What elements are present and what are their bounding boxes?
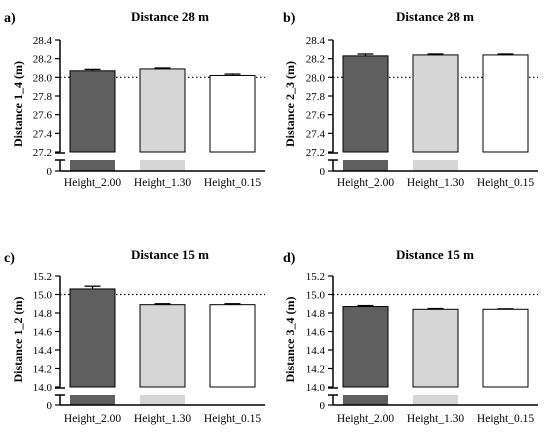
panel-label: c) [4,251,15,266]
x-category-label: Height_0.15 [477,413,534,425]
y-tick-label: 15.0 [33,290,53,302]
y-tick-label: 27.6 [33,110,53,122]
panel-label: a) [4,11,16,26]
x-category-label: Height_2.00 [337,177,394,189]
bar-base-Height_0.15 [483,395,528,405]
y-axis-label: Distance 2_3 (m) [283,61,297,147]
y-tick-label: 14.2 [306,364,325,376]
x-category-label: Height_0.15 [477,177,534,189]
bar-Height_0.15 [482,308,529,388]
x-category-label: Height_1.30 [134,177,191,189]
x-category-label: Height_0.15 [204,413,261,425]
bar-Height_1.30 [139,68,186,153]
y-tick-label: 28.4 [306,35,326,47]
y-tick-label: 14.4 [306,345,326,357]
x-category-label: Height_1.30 [134,413,191,425]
y-tick-label: 14.6 [306,327,326,339]
bar-base-Height_2.00 [70,160,115,171]
bar-Height_2.00 [342,55,389,153]
x-category-label: Height_2.00 [337,413,394,425]
y-tick-label: 27.8 [306,91,326,103]
x-category-label: Height_2.00 [64,177,121,189]
y-tick-label: 14.8 [306,308,326,320]
panel-label: d) [283,251,296,266]
y-tick-label: 27.8 [33,91,53,103]
bar-base-Height_1.30 [413,395,458,405]
chart-title: Distance 15 m [131,247,209,262]
y-tick-label: 27.4 [306,128,326,140]
y-tick-label: 14.6 [33,327,53,339]
y-tick-label: 28.4 [33,35,53,47]
y-tick-label: 28.0 [306,72,326,84]
chart-title: Distance 15 m [396,247,474,262]
y-tick-label: 27.6 [306,110,326,122]
bar-base-Height_2.00 [343,395,388,405]
bar-Height_1.30 [412,54,459,153]
chart-panel-2: b) Distance 28 m Distance 2_3 (m) 27.2 27.4 2… [283,9,538,189]
chart-panel-4: d) Distance 15 m Distance 3_4 (m) 14.0 14.2 1… [283,247,538,425]
x-category-label: Height_2.00 [64,413,121,425]
bar-base-Height_2.00 [343,160,388,171]
y-tick-label: 27.2 [33,147,52,159]
bar-base-Height_0.15 [210,395,255,405]
bar-base-Height_1.30 [140,160,185,171]
y-tick-label: 14.8 [33,308,53,320]
bar-Height_0.15 [482,54,529,153]
y-tick-label: 15.2 [306,271,325,283]
bar-Height_2.00 [342,306,389,388]
y-tick-label: 0 [320,400,326,412]
chart-title: Distance 28 m [131,9,209,24]
y-tick-label: 0 [47,400,53,412]
y-tick-label: 27.2 [306,147,325,159]
bar-Height_1.30 [412,308,459,388]
bar-base-Height_0.15 [483,160,528,171]
y-tick-label: 15.2 [33,271,52,283]
bar-Height_0.15 [209,304,256,388]
y-tick-label: 27.4 [33,128,53,140]
y-axis-label: Distance 1_4 (m) [11,61,25,147]
y-tick-label: 14.2 [33,364,52,376]
chart-title: Distance 28 m [396,9,474,24]
bar-base-Height_1.30 [140,395,185,405]
y-tick-label: 15.0 [306,290,326,302]
y-tick-label: 28.2 [33,54,52,66]
bar-base-Height_2.00 [70,395,115,405]
y-tick-label: 28.2 [306,54,325,66]
y-tick-label: 0 [47,166,53,178]
chart-panel-1: a) Distance 28 m Distance 1_4 (m) 27.2 27.4 2… [4,9,265,189]
x-category-label: Height_1.30 [407,413,464,425]
y-tick-label: 28.0 [33,72,53,84]
y-tick-label: 14.0 [33,382,53,394]
panel-label: b) [283,11,296,26]
x-category-label: Height_0.15 [204,177,261,189]
bar-Height_2.00 [69,70,116,153]
bar-base-Height_0.15 [210,160,255,171]
y-tick-label: 0 [320,166,326,178]
x-category-label: Height_1.30 [407,177,464,189]
y-axis-label: Distance 3_4 (m) [283,297,297,383]
chart-panel-3: c) Distance 15 m Distance 1_2 (m) 14.0 14.2 1… [4,247,265,425]
bar-Height_2.00 [69,288,116,388]
bar-base-Height_1.30 [413,160,458,171]
bar-Height_1.30 [139,304,186,388]
y-tick-label: 14.4 [33,345,53,357]
y-axis-label: Distance 1_2 (m) [11,297,25,383]
y-tick-label: 14.0 [306,382,326,394]
bar-Height_0.15 [209,74,256,153]
